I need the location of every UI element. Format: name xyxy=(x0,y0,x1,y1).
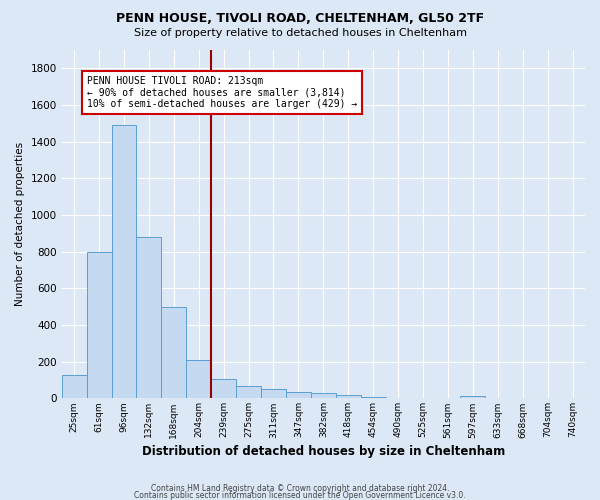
Bar xyxy=(311,394,336,398)
Text: Size of property relative to detached houses in Cheltenham: Size of property relative to detached ho… xyxy=(133,28,467,38)
Text: PENN HOUSE, TIVOLI ROAD, CHELTENHAM, GL50 2TF: PENN HOUSE, TIVOLI ROAD, CHELTENHAM, GL5… xyxy=(116,12,484,26)
Text: PENN HOUSE TIVOLI ROAD: 213sqm
← 90% of detached houses are smaller (3,814)
10% : PENN HOUSE TIVOLI ROAD: 213sqm ← 90% of … xyxy=(86,76,357,109)
Bar xyxy=(86,252,112,398)
Bar xyxy=(236,386,261,398)
Bar xyxy=(211,379,236,398)
Bar xyxy=(261,389,286,398)
Bar xyxy=(161,306,186,398)
Bar xyxy=(336,395,361,398)
Bar xyxy=(186,360,211,399)
Bar xyxy=(286,392,311,398)
Text: Contains public sector information licensed under the Open Government Licence v3: Contains public sector information licen… xyxy=(134,491,466,500)
Bar xyxy=(136,237,161,398)
Bar xyxy=(62,374,86,398)
Y-axis label: Number of detached properties: Number of detached properties xyxy=(15,142,25,306)
Bar xyxy=(112,125,136,398)
X-axis label: Distribution of detached houses by size in Cheltenham: Distribution of detached houses by size … xyxy=(142,444,505,458)
Text: Contains HM Land Registry data © Crown copyright and database right 2024.: Contains HM Land Registry data © Crown c… xyxy=(151,484,449,493)
Bar xyxy=(460,396,485,398)
